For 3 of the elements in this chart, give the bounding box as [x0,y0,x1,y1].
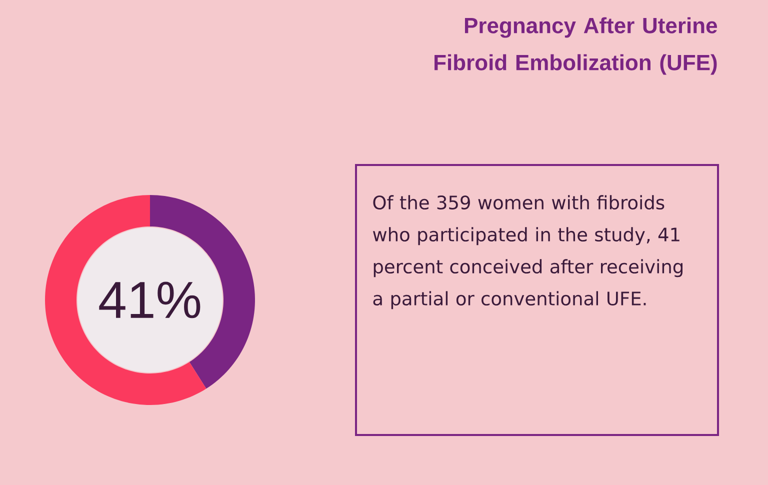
text: 41% [99,282,200,318]
text: Of the 359 women with fibroids who participated in the study, 41 percent conceived after receiving a partial or conventional UFE. [372,195,682,310]
text: Pregnancy After Uterine Fibroid Embolization (UFE) [434,17,718,75]
